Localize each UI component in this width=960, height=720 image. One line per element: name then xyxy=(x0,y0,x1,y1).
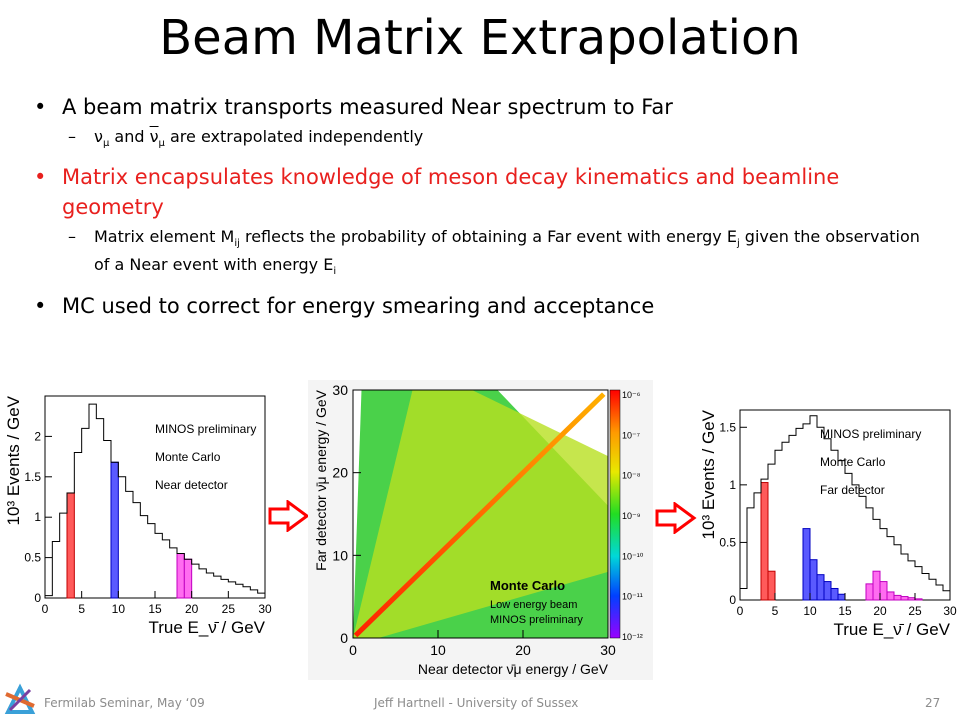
bullet-list: A beam matrix transports measured Near s… xyxy=(30,92,930,325)
bullet-3: MC used to correct for energy smearing a… xyxy=(30,291,930,321)
plot-frame xyxy=(352,389,609,639)
footer-event: Fermilab Seminar, May ‘09 xyxy=(44,696,205,710)
y-tick-label: 0 xyxy=(340,630,348,646)
annotation-preliminary: MINOS preliminary xyxy=(490,614,583,626)
x-tick-label: 15 xyxy=(838,604,852,618)
highlight-bar xyxy=(900,596,909,601)
arrow-right-icon xyxy=(268,500,310,532)
highlight-bar xyxy=(802,528,811,601)
y-tick-label: 0 xyxy=(729,593,736,607)
highlight-bar xyxy=(816,574,825,601)
x-tick-label: 25 xyxy=(908,604,922,618)
x-tick-label: 15 xyxy=(148,602,162,616)
x-tick-label: 0 xyxy=(349,642,357,658)
x-tick-label: 20 xyxy=(185,602,199,616)
y-axis-label: 10³ Events / GeV xyxy=(699,409,718,539)
highlight-bar xyxy=(914,598,923,601)
y-tick-label: 0 xyxy=(34,591,41,605)
beam-matrix-heatmap: 0 10 20 30 0 10 20 30 10⁻⁶ 10⁻⁷ 10⁻⁸ 10⁻⁹ 10⁻¹⁰ 10⁻¹¹… xyxy=(308,380,653,680)
page-number: 27 xyxy=(925,696,941,710)
x-tick-label: 20 xyxy=(515,642,531,658)
highlight-bar xyxy=(809,559,818,601)
sub-bullet-2: Matrix element Mij reflects the probabil… xyxy=(30,226,930,282)
x-tick-label: 25 xyxy=(222,602,236,616)
color-bar-label: 10⁻¹² xyxy=(622,632,643,642)
legend-entry: Monte Carlo xyxy=(155,450,221,464)
slide-title: Beam Matrix Extrapolation xyxy=(159,10,801,66)
x-tick-label: 30 xyxy=(600,642,616,658)
legend-entry: Monte Carlo xyxy=(820,455,886,469)
y-tick-label: 1.5 xyxy=(719,420,736,434)
color-bar xyxy=(609,389,621,639)
y-tick-label: 1 xyxy=(729,478,736,492)
x-tick-label: 20 xyxy=(873,604,887,618)
color-bar-label: 10⁻¹⁰ xyxy=(622,551,644,561)
highlight-bar xyxy=(183,558,193,599)
y-tick-label: 1.5 xyxy=(24,470,41,484)
x-tick-label: 0 xyxy=(737,604,744,618)
legend-entry: Far detector xyxy=(820,483,885,497)
color-bar-label: 10⁻⁶ xyxy=(622,390,641,400)
y-tick-label: 30 xyxy=(332,382,348,398)
highlight-bar xyxy=(66,492,75,599)
x-tick-label: 10 xyxy=(112,602,126,616)
x-axis-label: True E_ν̄ / GeV xyxy=(833,620,950,639)
highlight-bar xyxy=(872,570,881,601)
x-tick-label: 10 xyxy=(803,604,817,618)
highlight-bar xyxy=(837,593,846,601)
highlight-bar xyxy=(830,587,839,601)
arrow-right-icon xyxy=(655,502,697,534)
y-axis-label: 10³ Events / GeV xyxy=(4,395,23,525)
legend-entry: MINOS preliminary xyxy=(820,427,921,441)
highlight-bar xyxy=(907,597,916,601)
color-bar-label: 10⁻⁹ xyxy=(622,511,641,521)
y-tick-label: 2 xyxy=(34,429,41,443)
bullet-2: Matrix encapsulates knowledge of meson d… xyxy=(30,162,930,222)
y-tick-label: 20 xyxy=(332,465,348,481)
highlight-bar xyxy=(760,482,769,601)
highlight-bar xyxy=(886,591,895,601)
x-axis-label: Near detector ν̄μ energy / GeV xyxy=(418,661,609,677)
y-tick-label: 1 xyxy=(34,510,41,524)
color-bar-label: 10⁻¹¹ xyxy=(622,592,643,602)
footer-author: Jeff Hartnell - University of Sussex xyxy=(374,696,579,710)
x-tick-label: 30 xyxy=(258,602,272,616)
highlight-bar xyxy=(110,461,119,599)
highlight-bar xyxy=(893,594,902,601)
y-axis-label: Far detector ν̄μ energy / GeV xyxy=(313,389,329,570)
legend-entry: MINOS preliminary xyxy=(155,422,256,436)
minos-logo-icon xyxy=(4,683,36,714)
highlight-bar xyxy=(865,583,874,601)
histogram-line xyxy=(739,415,951,600)
x-axis-label: True E_ν̄ / GeV xyxy=(148,618,265,637)
bullet-1: A beam matrix transports measured Near s… xyxy=(30,92,930,122)
y-tick-label: 10 xyxy=(332,547,348,563)
highlight-bar xyxy=(767,570,776,601)
x-tick-label: 0 xyxy=(42,602,49,616)
highlight-bar xyxy=(176,553,185,599)
legend-entry: Near detector xyxy=(155,478,228,492)
near-detector-histogram: 0 5 10 15 20 25 30 0 0.5 1 1.5 2 True E_ν̄ / GeV 10³ … xyxy=(4,395,272,637)
histogram-line xyxy=(44,403,266,598)
highlight-bar xyxy=(879,581,888,601)
y-tick-label: 0.5 xyxy=(719,535,736,549)
highlight-bar xyxy=(823,581,832,601)
sub-bullet-1: νμ and νμ are extrapolated independently xyxy=(30,126,930,154)
diagonal-line xyxy=(353,392,606,638)
annotation-monte-carlo: Monte Carlo xyxy=(490,578,565,593)
far-detector-histogram: 0 5 10 15 20 25 30 0 0.5 1 1.5 True E_ν̄ / GeV 10³ E… xyxy=(699,409,957,639)
x-tick-label: 5 xyxy=(772,604,779,618)
color-bar-label: 10⁻⁷ xyxy=(622,430,640,440)
x-tick-label: 30 xyxy=(943,604,957,618)
x-tick-label: 10 xyxy=(430,642,446,658)
annotation-beam: Low energy beam xyxy=(490,599,577,611)
color-bar-label: 10⁻⁸ xyxy=(622,471,641,481)
x-tick-label: 5 xyxy=(78,602,85,616)
y-tick-label: 0.5 xyxy=(24,551,41,565)
